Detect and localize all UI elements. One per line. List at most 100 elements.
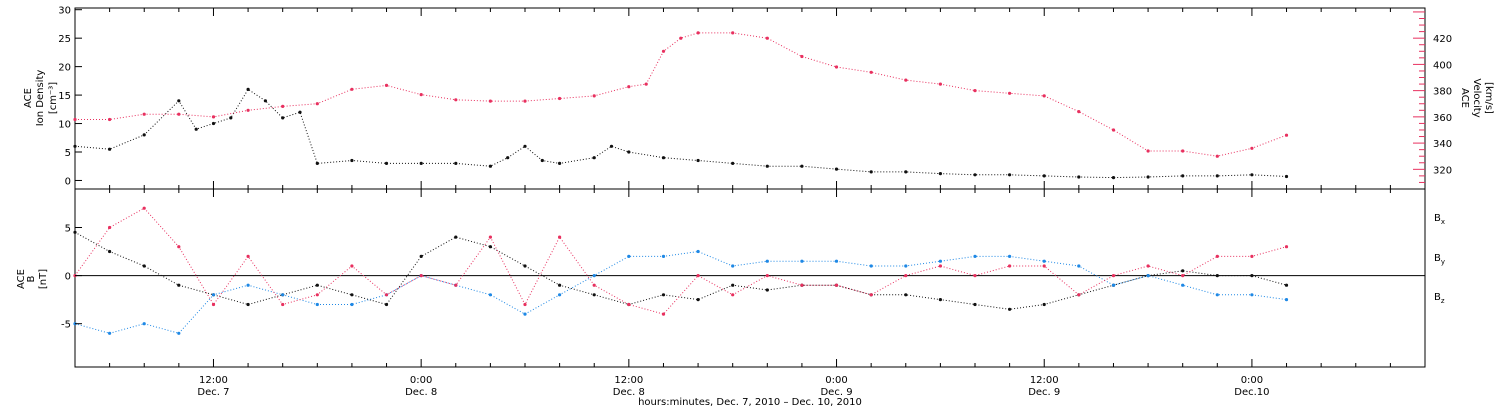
density-point (1215, 174, 1219, 178)
bz-point (1146, 264, 1150, 268)
by-point (973, 254, 977, 258)
bfield-panel-frame (74, 188, 1426, 368)
bz-point (661, 312, 666, 316)
bz-point (1042, 264, 1046, 268)
by-point (108, 331, 112, 335)
by-point (1284, 298, 1289, 302)
velocity-point (1008, 91, 1012, 95)
bz-point (973, 274, 977, 278)
bx-point (315, 283, 319, 287)
velocity-point (350, 87, 354, 91)
by-point (592, 274, 596, 278)
date-tick-label: Dec. 8 (613, 387, 645, 398)
density-point (1042, 174, 1046, 178)
bx-point (904, 293, 908, 297)
bfield-tick-label: -5 (61, 320, 71, 331)
density-trace (74, 88, 1287, 179)
velocity-axis-label-line1: ACE (1459, 88, 1470, 108)
velocity-point (696, 31, 700, 35)
density-point (454, 161, 458, 165)
date-tick-label: Dec. 9 (820, 387, 852, 398)
bz-point (592, 283, 596, 287)
legend-by: By (1434, 253, 1445, 266)
date-tick-label: Dec.10 (1234, 387, 1269, 398)
velocity-tick-label: 360 (1433, 113, 1452, 124)
legend-bz: Bz (1434, 292, 1445, 305)
velocity-point (108, 117, 112, 122)
velocity-tick-label: 340 (1433, 139, 1452, 150)
time-tick-label: 0:00 (825, 375, 847, 386)
density-series (73, 87, 1289, 180)
date-tick-label: Dec. 9 (1028, 387, 1060, 398)
density-point (108, 147, 112, 151)
density-point (627, 150, 631, 154)
velocity-point (488, 99, 492, 103)
density-tick-label: 10 (58, 120, 71, 131)
density-point (298, 110, 302, 114)
bz-point (1284, 245, 1289, 249)
density-point (609, 144, 614, 148)
by-point (765, 259, 769, 263)
by-point (1250, 293, 1254, 297)
density-tick-label: 25 (58, 34, 71, 45)
bz-point (523, 302, 527, 307)
by-point (869, 264, 873, 268)
velocity-point (973, 89, 977, 93)
density-point (800, 164, 804, 168)
velocity-point (177, 112, 181, 116)
bfield-legend: Bx By Bz (1434, 213, 1445, 305)
velocity-point (1215, 154, 1219, 158)
density-velocity-panel: 0 5 10 15 20 25 30 320 340 360 380 400 420 ACE Ion … (23, 6, 1494, 190)
density-axis-label-line1: ACE (23, 88, 34, 108)
bx-point (523, 264, 527, 268)
bz-point (1181, 274, 1185, 278)
bx-point (177, 283, 181, 287)
by-point (177, 331, 181, 335)
time-tick-label: 0:00 (410, 375, 432, 386)
bfield-axis-label-line3: [nT] (38, 269, 49, 289)
density-point (1181, 174, 1185, 178)
velocity-axis-label-line3: [km/s] (1483, 82, 1494, 114)
date-tick-label: Dec. 8 (405, 387, 437, 398)
velocity-trace (75, 32, 1287, 157)
bfield-axis-label-line1: ACE (16, 269, 27, 289)
density-point (315, 161, 319, 165)
by-point (1146, 274, 1150, 278)
density-point (904, 170, 908, 174)
bz-point (246, 254, 250, 258)
density-point (384, 161, 389, 165)
bx-point (454, 235, 458, 239)
by-point (938, 259, 943, 263)
density-point (834, 167, 839, 171)
bz-point (1215, 254, 1219, 258)
density-point (194, 127, 198, 131)
density-point (1284, 174, 1289, 179)
by-point (800, 259, 804, 263)
density-y-axis: 0 5 10 15 20 25 30 (58, 6, 82, 187)
bz-point (1077, 293, 1081, 297)
by-point (1042, 259, 1046, 263)
bx-trace (74, 231, 1287, 310)
density-panel-frame (74, 7, 1426, 190)
by-point (142, 322, 146, 326)
velocity-tick-label: 380 (1433, 87, 1452, 98)
time-axis-title: hours:minutes, Dec. 7, 2010 – Dec. 10, 2… (638, 397, 862, 408)
density-point (973, 173, 977, 177)
bz-point (142, 206, 146, 210)
legend-bx: Bx (1434, 213, 1445, 226)
density-tick-label: 0 (65, 176, 71, 187)
density-point (229, 116, 233, 120)
bx-point (1284, 283, 1289, 287)
time-tick-label: 12:00 (614, 375, 643, 386)
bfield-series (73, 206, 1289, 335)
density-point (592, 156, 596, 160)
velocity-point (644, 82, 648, 86)
date-tick-label: Dec. 7 (197, 387, 229, 398)
bz-trace (74, 207, 1287, 315)
bz-point (938, 264, 943, 268)
by-point (834, 259, 839, 263)
velocity-point (384, 83, 389, 87)
density-point (73, 144, 77, 148)
